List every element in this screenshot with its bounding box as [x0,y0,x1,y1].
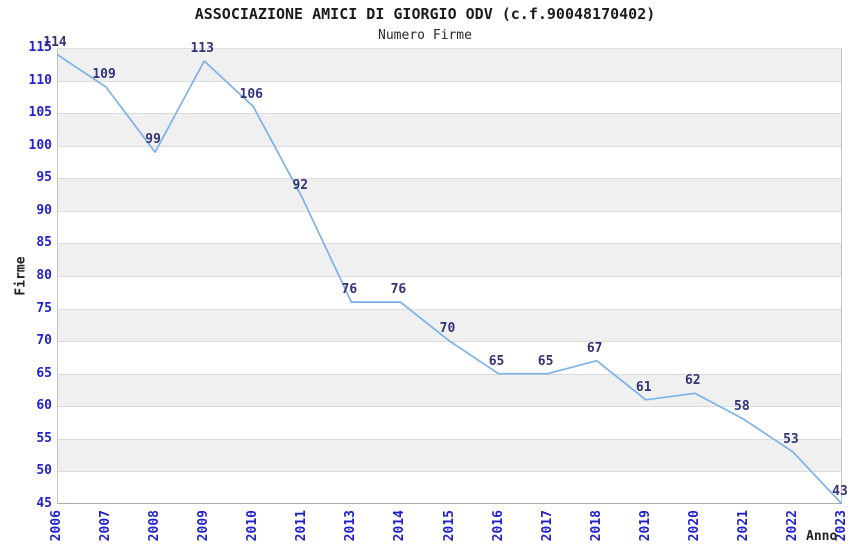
grid-band [57,210,842,244]
x-tick-label: 2018 [588,510,604,542]
grid-line [57,211,842,212]
chart-title: ASSOCIAZIONE AMICI DI GIORGIO ODV (c.f.9… [194,5,656,23]
x-tick-label: 2014 [392,510,408,542]
data-point-label: 113 [190,41,214,57]
y-tick-label: 65 [36,365,52,381]
data-point-label: 58 [734,399,750,415]
x-tick-label: 2016 [490,510,506,542]
chart-subtitle: Numero Firme [378,28,472,43]
y-tick-label: 45 [36,496,52,511]
grid-band [57,308,842,342]
grid-band [57,373,842,407]
y-axis-title: Firme [13,256,29,296]
y-tick-label: 85 [36,235,52,251]
y-tick-label: 60 [36,398,52,414]
grid-line [57,406,842,407]
data-point-label: 114 [43,34,67,50]
data-point-label: 76 [390,282,407,298]
x-tick-label: 2010 [245,510,261,542]
y-tick-label: 80 [36,268,52,283]
series-line-layer [57,53,842,504]
series-line [57,53,842,504]
x-tick-label: 2009 [196,510,212,542]
x-tick-label: 2006 [49,510,64,542]
grid-band [57,341,842,374]
grid-band [57,113,842,146]
x-tick-label: 2021 [735,510,751,542]
data-point-label: 67 [586,340,603,356]
data-point-label: 109 [92,67,116,83]
y-tick-label: 70 [36,333,52,349]
grid-line [57,146,842,147]
y-tick-label: 100 [28,137,52,153]
data-point-label: 70 [439,321,456,337]
y-tick-label: 105 [28,105,52,121]
x-tick-label: 2017 [539,510,555,542]
x-tick-label: 2011 [294,510,310,542]
x-tick-label: 2022 [784,510,800,542]
grid-band [57,471,842,504]
data-point-label: 106 [239,86,263,102]
grid-line [57,309,842,310]
x-tick-label: 2015 [441,510,457,542]
data-point-label: 62 [684,373,701,389]
data-point-label: 92 [292,177,309,193]
grid-line [57,471,842,472]
grid-band [57,406,842,439]
data-point-label: 43 [832,484,848,499]
data-point-label: 65 [488,353,505,369]
x-tick-label: 2020 [686,510,702,542]
y-tick-label: 50 [36,463,52,479]
y-tick-label: 90 [36,202,52,218]
y-tick-label: 110 [28,72,52,88]
grid-line [57,178,842,179]
grid-band [57,276,842,309]
grid-band [57,80,842,114]
x-tick-label: 2008 [147,510,163,542]
grid-band [57,178,842,211]
data-point-label: 65 [537,353,554,369]
grid-line [57,81,842,82]
grid-band [57,48,842,81]
x-axis-title: Anno [806,529,838,544]
plot-area-border [57,48,842,504]
y-tick-label: 95 [36,170,52,186]
y-tick-label: 115 [28,40,52,55]
x-tick-label: 2007 [98,510,114,542]
data-point-label: 76 [341,282,358,298]
grid-line [57,276,842,277]
grid-line [57,374,842,375]
y-tick-label: 75 [36,300,52,316]
y-tick-label: 55 [36,430,52,446]
grid-line [57,439,842,440]
grid-line [57,243,842,244]
data-point-label: 53 [783,431,799,447]
grid-line [57,113,842,114]
x-tick-label: 2019 [637,510,653,542]
data-point-label: 61 [635,379,652,395]
grid-band [57,438,842,472]
grid-band [57,145,842,179]
grid-band [57,243,842,276]
x-tick-label: 2013 [343,510,359,542]
data-point-label: 99 [145,132,161,148]
